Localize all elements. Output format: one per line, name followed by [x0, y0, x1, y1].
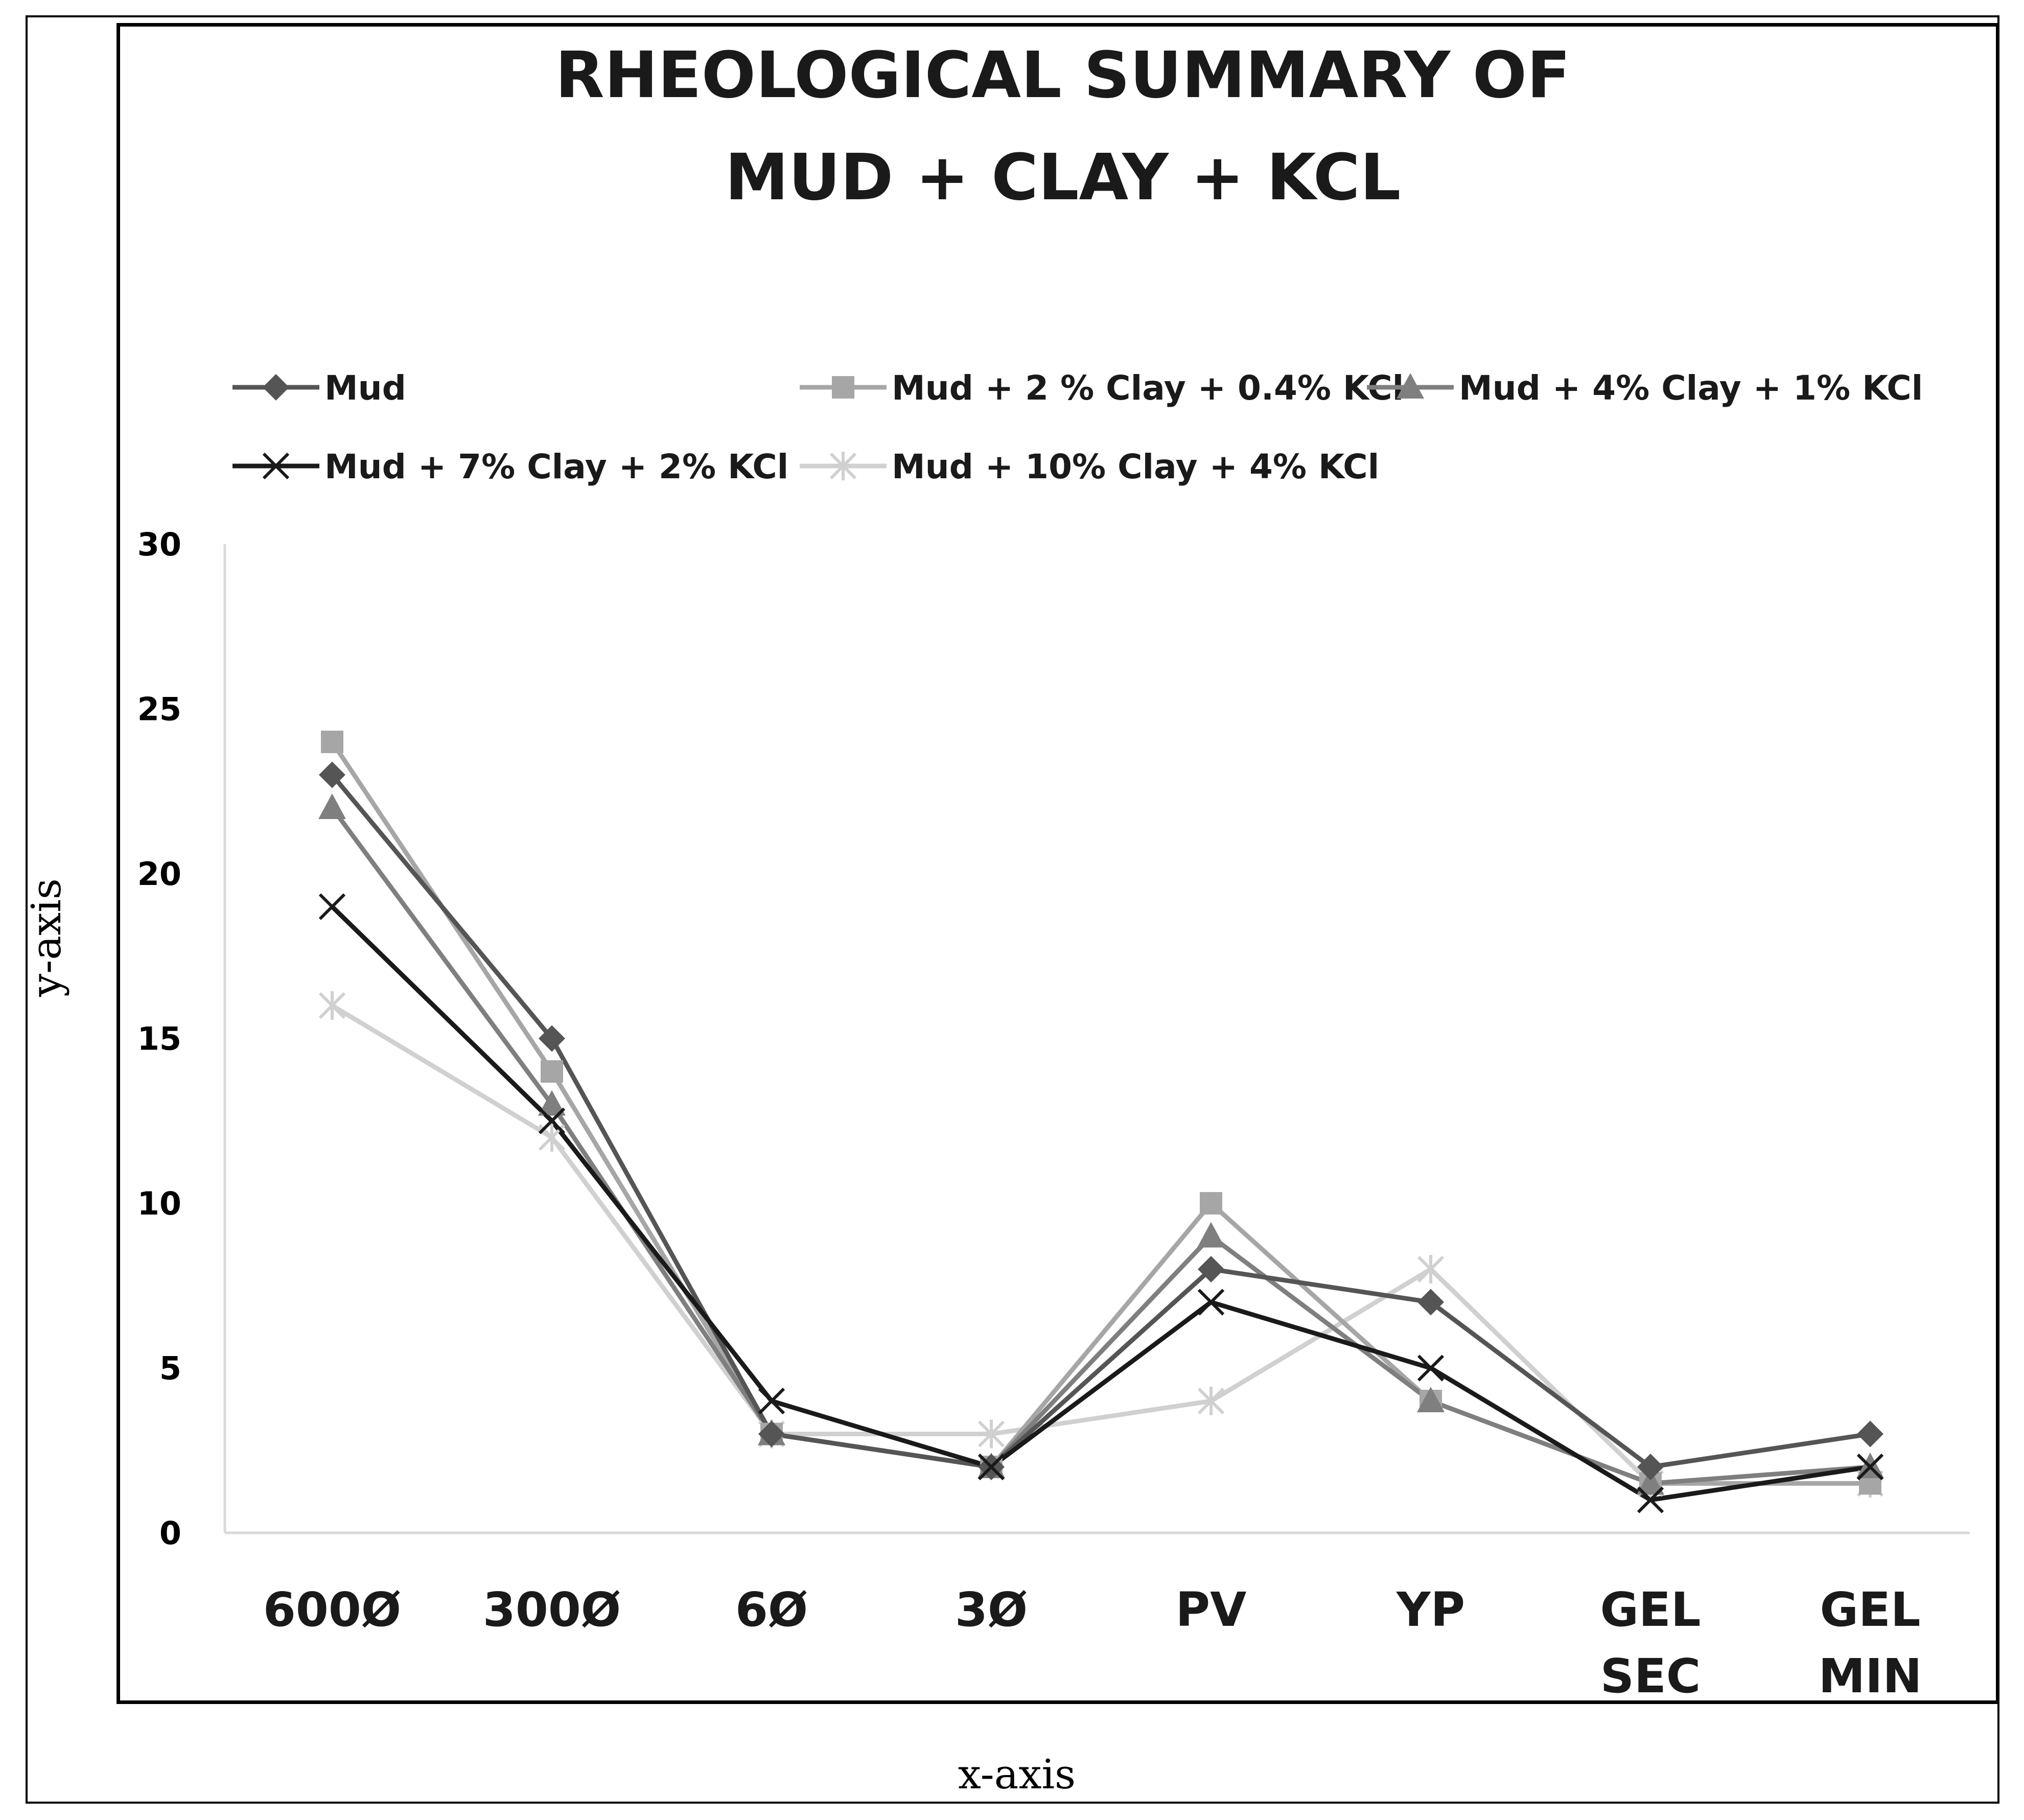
legend-label: Mud + 7% Clay + 2% KCl: [324, 447, 788, 486]
data-point: [321, 731, 343, 753]
legend: Mud Mud + 2 % Clay + 0.4% KCl Mud + 4% Cla…: [232, 368, 1923, 486]
series-markers: [318, 731, 1884, 1513]
y-tick-label: 20: [137, 855, 181, 893]
series-line: [330, 773, 1871, 1469]
data-point: [978, 1419, 1005, 1449]
data-point: [1198, 1256, 1224, 1282]
x-tick-label: 6Ø: [735, 1582, 808, 1637]
data-point: [978, 1453, 1005, 1481]
y-axis-label: y-axis: [22, 878, 70, 997]
series-line: [330, 806, 1871, 1486]
legend-label: Mud + 2 % Clay + 0.4% KCl: [892, 368, 1404, 408]
data-point: [318, 794, 346, 819]
legend-item: Mud + 7% Clay + 2% KCl: [232, 447, 788, 486]
legend-marker: [832, 376, 854, 399]
y-tick-label: 25: [137, 691, 181, 728]
chart-title-line-1: RHEOLOGICAL SUMMARY OF: [555, 38, 1571, 112]
series-line: [330, 905, 1871, 1502]
x-tick-label: 300Ø: [483, 1582, 621, 1637]
data-point: [538, 1090, 566, 1116]
legend-marker: [829, 452, 857, 480]
chart-frame: [117, 23, 1999, 1704]
data-point: [541, 1060, 563, 1083]
data-point: [1417, 1289, 1444, 1316]
x-axis-label: x-axis: [958, 1751, 1076, 1798]
x-tick-label: PV: [1176, 1582, 1247, 1637]
data-point: [318, 893, 346, 920]
data-point: [1197, 1387, 1225, 1415]
legend-item: Mud + 2 % Clay + 0.4% KCl: [800, 368, 1404, 408]
y-tick-label: 10: [137, 1185, 181, 1222]
data-point: [1197, 1222, 1225, 1248]
y-axis: 0 5 10 15 20 25 30: [137, 526, 226, 1552]
data-point: [538, 1107, 566, 1134]
x-tick-label: GEL: [1600, 1582, 1701, 1637]
series-lines: [330, 740, 1871, 1502]
data-point: [1856, 1453, 1884, 1481]
x-tick-label: 3Ø: [955, 1582, 1028, 1637]
x-tick-label: GEL: [1820, 1582, 1921, 1637]
data-point: [539, 1025, 565, 1052]
x-tick-label: 600Ø: [263, 1582, 401, 1637]
data-point: [1197, 1289, 1225, 1316]
x-tick-label: YP: [1396, 1582, 1465, 1637]
y-tick-label: 15: [137, 1020, 181, 1058]
x-axis: 600Ø 300Ø 6Ø 3Ø PV YP GEL SEC GEL MIN: [225, 1531, 1970, 1704]
data-point: [1637, 1454, 1664, 1480]
data-point: [319, 761, 345, 788]
x-tick-label: SEC: [1600, 1649, 1701, 1704]
y-tick-label: 0: [159, 1514, 181, 1552]
x-tick-label: MIN: [1819, 1649, 1922, 1704]
data-point: [1417, 1255, 1445, 1284]
data-point: [758, 1420, 785, 1448]
legend-item: Mud + 4% Clay + 1% KCl: [1367, 368, 1923, 408]
data-point: [1200, 1192, 1222, 1215]
data-point: [1417, 1387, 1445, 1412]
data-point: [1857, 1420, 1883, 1448]
legend-item: Mud: [232, 368, 406, 408]
data-point: [1637, 1469, 1664, 1495]
legend-label: Mud: [324, 368, 406, 408]
legend-marker: [262, 452, 290, 480]
y-tick-label: 30: [137, 526, 181, 563]
y-tick-label: 5: [159, 1350, 181, 1387]
data-point: [1637, 1486, 1664, 1513]
data-point: [758, 1387, 785, 1415]
series-line: [331, 1004, 1870, 1486]
legend-marker: [1397, 373, 1424, 399]
legend-label: Mud + 10% Clay + 4% KCl: [892, 447, 1379, 486]
legend-label: Mud + 4% Clay + 1% KCl: [1459, 368, 1923, 408]
legend-item: Mud + 10% Clay + 4% KCl: [800, 447, 1379, 486]
data-point: [1417, 1355, 1445, 1382]
data-point: [318, 991, 346, 1020]
chart-title-line-2: MUD + CLAY + KCL: [725, 141, 1401, 215]
legend-marker: [263, 374, 289, 401]
